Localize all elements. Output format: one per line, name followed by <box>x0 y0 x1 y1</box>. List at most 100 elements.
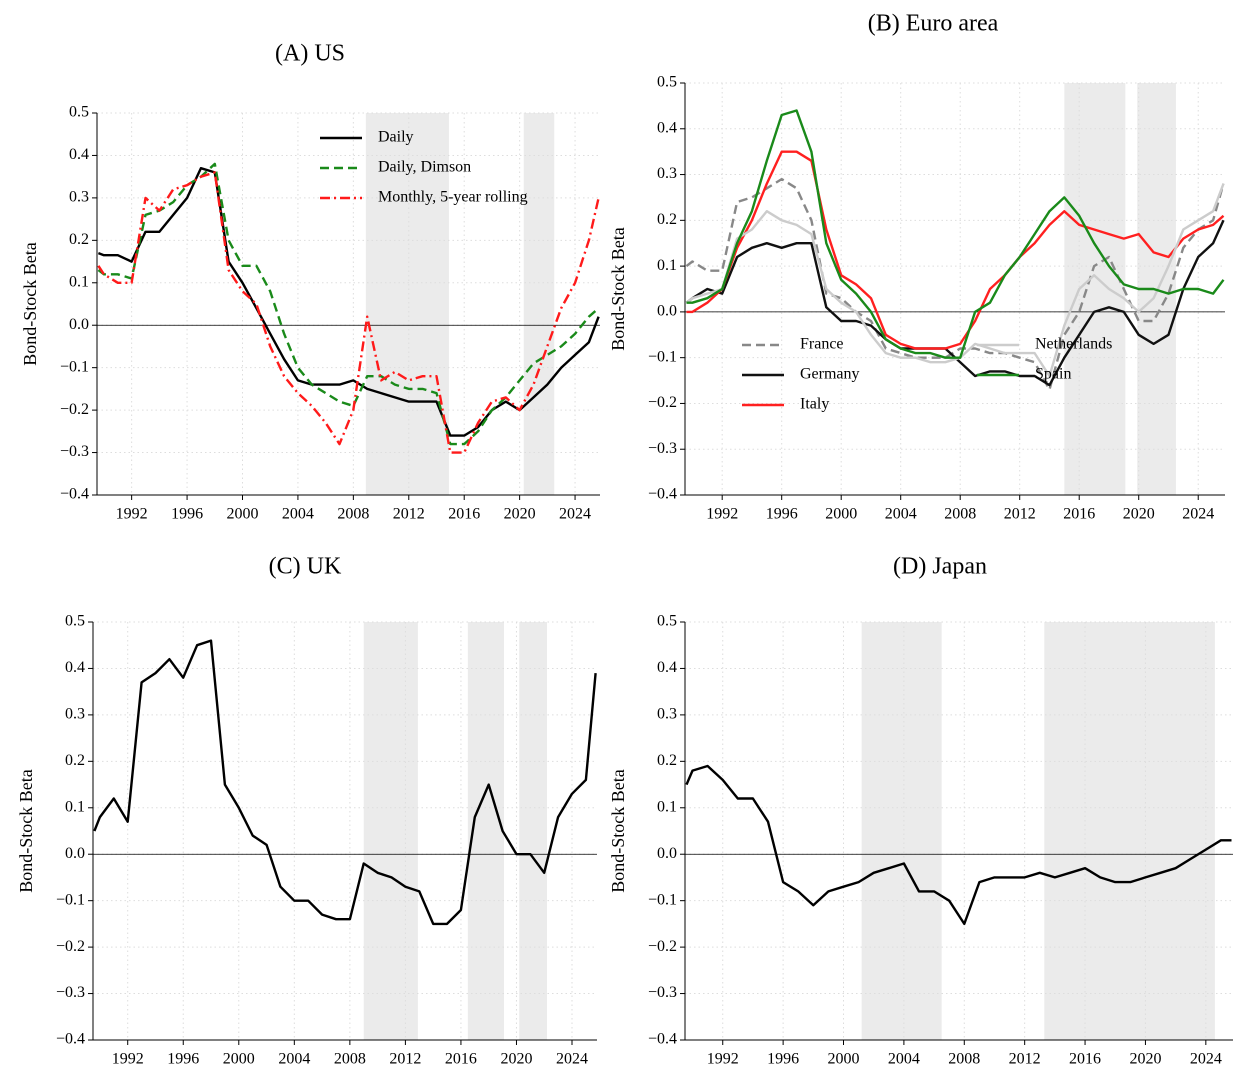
x-tick-label: 2008 <box>948 1051 980 1065</box>
x-tick-label: 2024 <box>559 506 591 523</box>
y-tick-label: 0.4 <box>657 119 677 136</box>
series-line <box>97 171 600 454</box>
legend-label: Spain <box>1035 366 1071 383</box>
chart-title: (B) Euro area <box>868 11 999 37</box>
x-tick-label: 1992 <box>112 1051 144 1065</box>
x-tick-label: 2008 <box>944 506 976 523</box>
y-tick-label: −0.1 <box>56 891 85 908</box>
x-tick-label: 1996 <box>171 506 203 523</box>
x-tick-label: 2016 <box>445 1051 477 1065</box>
series-line <box>93 639 597 926</box>
y-tick-label: 0.4 <box>69 146 89 163</box>
series-line <box>685 177 1225 391</box>
chart-title: (D) Japan <box>893 554 987 580</box>
y-tick-label: −0.3 <box>648 984 677 1001</box>
y-tick-label: 0.0 <box>65 845 85 862</box>
x-tick-label: 2000 <box>226 506 258 523</box>
chart-title: (C) UK <box>269 554 342 580</box>
x-tick-label: 1992 <box>706 506 738 523</box>
y-tick-label: −0.2 <box>60 401 89 418</box>
x-tick-label: 2020 <box>504 506 536 523</box>
x-tick-label: 2020 <box>1123 506 1155 523</box>
x-tick-label: 2004 <box>282 506 314 523</box>
x-tick-label: 2012 <box>389 1051 421 1065</box>
y-tick-label: −0.2 <box>648 394 677 411</box>
y-axis-label: Bond-Stock Beta <box>608 769 628 893</box>
series-line <box>686 150 1225 350</box>
chart-title: (A) US <box>275 41 345 67</box>
x-tick-label: 2020 <box>1129 1051 1161 1065</box>
y-tick-label: −0.1 <box>648 348 677 365</box>
y-tick-label: 0.1 <box>657 257 677 274</box>
x-tick-label: 2004 <box>888 1051 920 1065</box>
y-tick-label: 0.4 <box>65 659 85 676</box>
y-tick-label: −0.1 <box>648 891 677 908</box>
y-tick-label: 0.3 <box>69 189 89 206</box>
y-tick-label: −0.4 <box>60 486 89 503</box>
x-tick-label: 2012 <box>1009 1051 1041 1065</box>
y-tick-label: 0.0 <box>657 845 677 862</box>
y-tick-label: 0.1 <box>657 798 677 815</box>
y-tick-label: 0.4 <box>657 659 677 676</box>
shaded-period <box>519 622 548 1040</box>
y-tick-label: −0.4 <box>56 1031 85 1048</box>
y-tick-label: 0.2 <box>657 752 677 769</box>
y-tick-label: 0.2 <box>69 231 89 248</box>
y-axis-label: Bond-Stock Beta <box>16 769 36 893</box>
legend-label: Daily, Dimson <box>378 159 471 176</box>
x-tick-label: 2004 <box>278 1051 310 1065</box>
series-line <box>685 764 1232 926</box>
x-tick-label: 2000 <box>223 1051 255 1065</box>
series-line <box>685 183 1225 378</box>
x-tick-label: 1996 <box>767 1051 799 1065</box>
x-tick-label: 2016 <box>448 506 480 523</box>
x-tick-label: 1996 <box>167 1051 199 1065</box>
shaded-period <box>523 113 555 495</box>
y-tick-label: 0.0 <box>657 303 677 320</box>
y-axis-label: Bond-Stock Beta <box>20 242 40 366</box>
x-tick-label: 1992 <box>707 1051 739 1065</box>
legend-label: Italy <box>800 396 829 413</box>
x-tick-label: 2000 <box>828 1051 860 1065</box>
legend-label: Daily <box>378 129 414 146</box>
x-tick-label: 2024 <box>556 1051 588 1065</box>
x-tick-label: 2000 <box>825 506 857 523</box>
legend-label: France <box>800 336 844 353</box>
y-tick-label: 0.3 <box>657 706 677 723</box>
series-line <box>97 162 600 446</box>
y-tick-label: −0.3 <box>56 984 85 1001</box>
y-tick-label: 0.5 <box>657 613 677 630</box>
y-tick-label: 0.2 <box>657 211 677 228</box>
x-tick-label: 2020 <box>500 1051 532 1065</box>
series-line <box>97 167 600 437</box>
series-line <box>686 109 1225 359</box>
x-tick-label: 1992 <box>116 506 148 523</box>
x-tick-label: 2024 <box>1182 506 1214 523</box>
y-tick-label: 0.2 <box>65 752 85 769</box>
x-tick-label: 2016 <box>1069 1051 1101 1065</box>
series-line <box>685 219 1225 387</box>
shaded-period <box>861 622 942 1040</box>
y-tick-label: 0.1 <box>65 798 85 815</box>
y-axis-label: Bond-Stock Beta <box>608 227 628 351</box>
y-tick-label: −0.3 <box>648 440 677 457</box>
y-tick-label: −0.4 <box>648 1031 677 1048</box>
shaded-period <box>1064 83 1126 495</box>
y-tick-label: 0.5 <box>69 104 89 121</box>
y-tick-label: 0.3 <box>657 165 677 182</box>
y-tick-label: −0.4 <box>648 486 677 503</box>
y-tick-label: −0.1 <box>60 358 89 375</box>
legend-label: Germany <box>800 366 860 383</box>
shaded-period <box>1044 622 1215 1040</box>
x-tick-label: 2012 <box>1004 506 1036 523</box>
y-tick-label: −0.2 <box>648 938 677 955</box>
x-tick-label: 2012 <box>393 506 425 523</box>
y-tick-label: 0.0 <box>69 316 89 333</box>
y-tick-label: 0.3 <box>65 706 85 723</box>
shaded-period <box>363 622 418 1040</box>
x-tick-label: 2004 <box>885 506 917 523</box>
y-tick-label: 0.5 <box>657 74 677 91</box>
x-tick-label: 2008 <box>337 506 369 523</box>
x-tick-label: 2008 <box>334 1051 366 1065</box>
